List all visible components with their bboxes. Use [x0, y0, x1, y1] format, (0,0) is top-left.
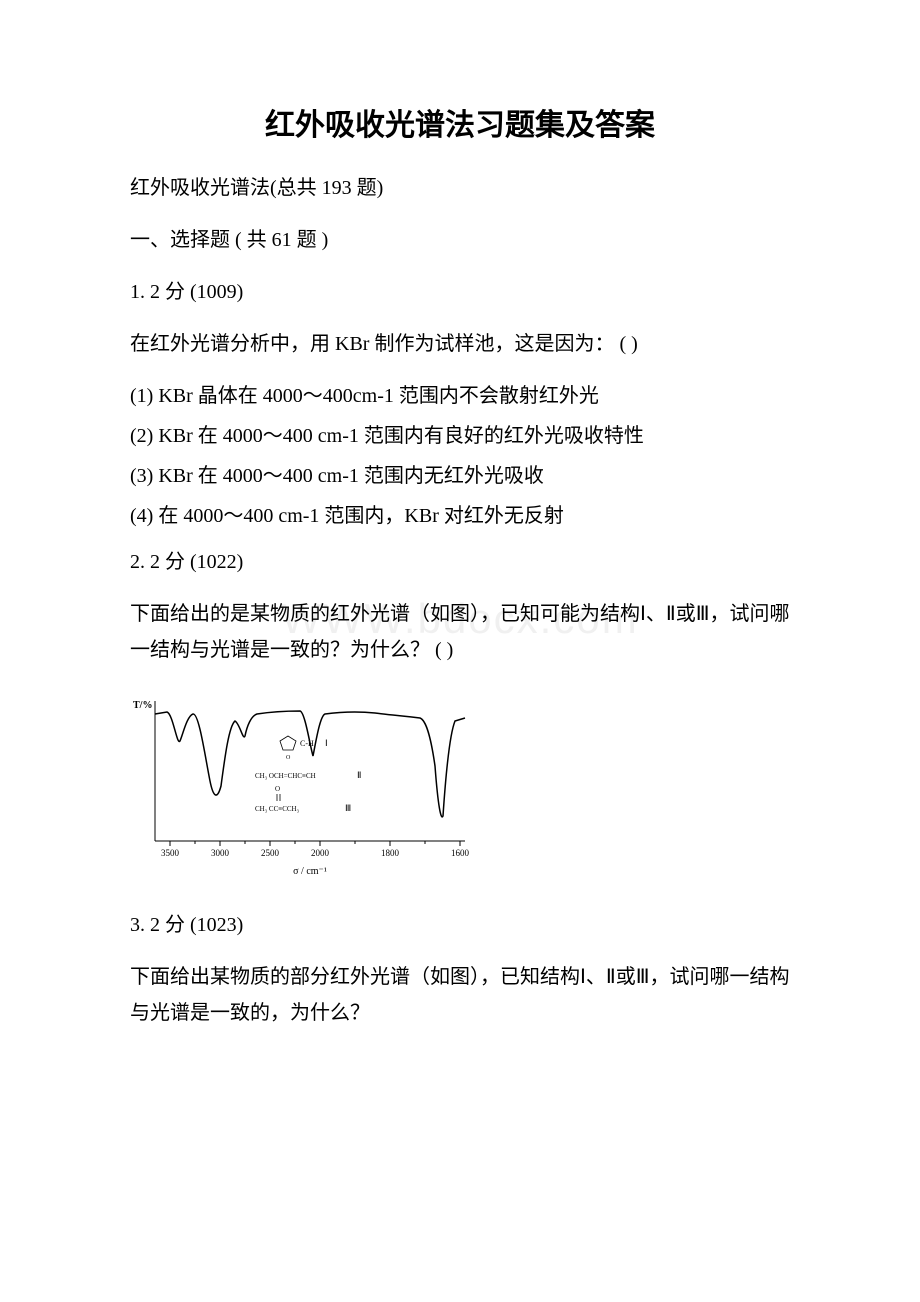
structure-3-label: Ⅲ [345, 803, 351, 813]
q1-option-1: (1) KBr 晶体在 4000～400cm-1 范围内不会散射红外光 [90, 380, 830, 412]
structure-1: O C-H Ⅰ [280, 736, 328, 761]
x-tick-3: 2000 [311, 848, 330, 858]
q1-option-3: (3) KBr 在 4000～400 cm-1 范围内无红外光吸收 [90, 460, 830, 492]
q2-stem-line1: 下面给出的是某物质的红外光谱（如图），已知可能为结构Ⅰ、Ⅱ或Ⅲ，试问哪 [90, 598, 830, 630]
o-label: O [275, 785, 280, 793]
structure-1-label: Ⅰ [325, 738, 328, 748]
x-tick-4: 1800 [381, 848, 400, 858]
ir-spectrum-figure: T/% 3500 3000 2500 2000 1800 1600 σ / cm… [125, 686, 830, 891]
q3-header: 3. 2 分 (1023) [90, 909, 830, 941]
svg-text:C-H: C-H [300, 739, 314, 748]
section-heading: 一、选择题 ( 共 61 题 ) [90, 224, 830, 256]
q1-stem: 在红外光谱分析中，用 KBr 制作为试样池，这是因为： ( ) [90, 328, 830, 360]
q1-option-4: (4) 在 4000～400 cm-1 范围内，KBr 对红外无反射 [90, 500, 830, 532]
ir-spectrum-svg: T/% 3500 3000 2500 2000 1800 1600 σ / cm… [125, 686, 485, 886]
structure-2-label: Ⅱ [357, 770, 361, 780]
x-tick-0: 3500 [161, 848, 180, 858]
q3-stem-line1: 下面给出某物质的部分红外光谱（如图），已知结构Ⅰ、Ⅱ或Ⅲ，试问哪一结构 [90, 961, 830, 993]
x-tick-1: 3000 [211, 848, 230, 858]
spectrum-curve [155, 711, 465, 817]
structure-2: CH₃ OCH=CHC≡CH Ⅱ [255, 770, 361, 780]
svg-text:CH₃ OCH=CHC≡CH: CH₃ OCH=CHC≡CH [255, 772, 316, 780]
svg-text:O: O [286, 755, 291, 761]
q1-option-2: (2) KBr 在 4000～400 cm-1 范围内有良好的红外光吸收特性 [90, 420, 830, 452]
x-tick-2: 2500 [261, 848, 280, 858]
q3-stem-line2: 与光谱是一致的，为什么？ [90, 997, 830, 1029]
structure-3: CH₃ CC≡CCH₃ Ⅲ [255, 803, 351, 813]
page-title: 红外吸收光谱法习题集及答案 [90, 100, 830, 144]
y-axis-label: T/% [133, 700, 152, 711]
q2-stem-line2: 一结构与光谱是一致的？为什么？ ( ) [90, 634, 830, 666]
x-tick-5: 1600 [451, 848, 470, 858]
q1-header: 1. 2 分 (1009) [90, 276, 830, 308]
q2-header: 2. 2 分 (1022) [90, 546, 830, 578]
intro-text: 红外吸收光谱法(总共 193 题) [90, 172, 830, 204]
svg-text:CH₃ CC≡CCH₃: CH₃ CC≡CCH₃ [255, 805, 300, 813]
x-axis-label: σ / cm⁻¹ [293, 866, 327, 877]
